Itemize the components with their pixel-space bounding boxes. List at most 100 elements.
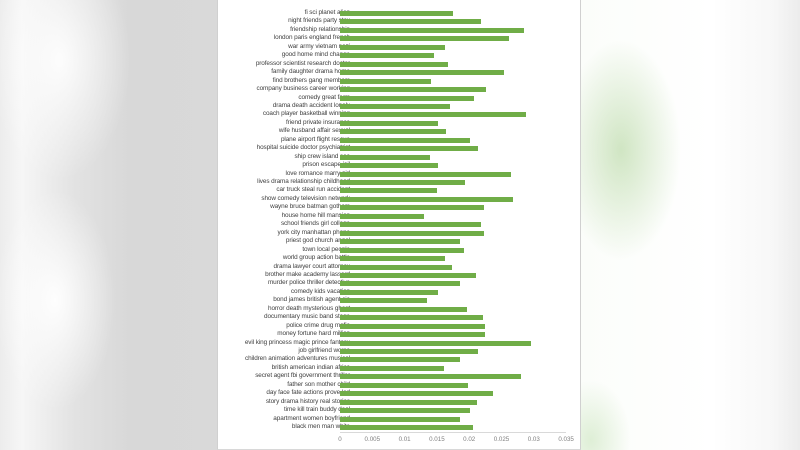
category-label: friendship relationship <box>290 25 350 33</box>
category-label: family daughter drama home <box>271 68 350 76</box>
x-tick-label: 0.01 <box>398 436 411 443</box>
category-label: time kill train buddy deal <box>284 406 350 414</box>
category-label: story drama history real stories <box>265 397 350 405</box>
bar-row: children animation adventures musical <box>218 355 582 363</box>
bar <box>340 272 477 278</box>
bar-row: fi sci planet alien <box>218 9 582 17</box>
bar-row: black men man white <box>218 423 582 431</box>
bar-row: good home mind change <box>218 51 582 59</box>
bar-row: war army vietnam nazi <box>218 43 582 51</box>
bar-row: friendship relationship <box>218 26 582 34</box>
bar <box>340 70 505 76</box>
category-label: comedy great farm <box>298 93 350 101</box>
bar-row: hospital suicide doctor psychiatrist <box>218 144 582 152</box>
category-label: find brothers gang members <box>272 76 350 84</box>
bar-row: horror death mysterious ghost <box>218 305 582 313</box>
bar <box>340 374 521 380</box>
category-label: black men man white <box>291 423 350 431</box>
x-axis-line <box>340 432 566 433</box>
bar <box>340 196 514 202</box>
category-label: wayne bruce batman gotham <box>270 203 350 211</box>
bar-row: car truck steal run accident <box>218 186 582 194</box>
bar <box>340 306 468 312</box>
bar-row: house home hill mansion <box>218 212 582 220</box>
bar <box>340 416 461 422</box>
bar-row: wayne bruce batman gotham <box>218 203 582 211</box>
category-label: priest god church angel <box>285 237 350 245</box>
category-label: ship crew island sea <box>294 152 350 160</box>
bar <box>340 247 465 253</box>
bar <box>340 213 424 219</box>
bar <box>340 340 532 346</box>
bar <box>340 171 512 177</box>
bar-row: money fortune hard million <box>218 330 582 338</box>
category-label: drama death accident lonely <box>272 101 350 109</box>
bar-row: friend private insurance <box>218 119 582 127</box>
bar <box>340 103 450 109</box>
category-label: horror death mysterious ghost <box>268 304 350 312</box>
bar <box>340 129 446 135</box>
bar-row: coach player basketball winning <box>218 110 582 118</box>
bar-row: show comedy television network <box>218 195 582 203</box>
bar <box>340 256 446 262</box>
bar <box>340 163 439 169</box>
bar-row: apartment women boyfriend <box>218 415 582 423</box>
category-label: murder police thriller detective <box>267 279 350 287</box>
bar <box>340 137 470 143</box>
category-label: town local people <box>302 245 350 253</box>
bar-row: company business career working <box>218 85 582 93</box>
bar-row: comedy great farm <box>218 94 582 102</box>
category-label: house home hill mansion <box>281 211 351 219</box>
bar-row: drama death accident lonely <box>218 102 582 110</box>
background-right <box>581 0 800 450</box>
bar-row: find brothers gang members <box>218 77 582 85</box>
category-label: documentary music band stage <box>263 313 350 321</box>
x-tick-label: 0.02 <box>463 436 476 443</box>
bar <box>340 391 494 397</box>
category-label: police crime drug mafia <box>286 321 350 329</box>
bar <box>340 408 470 414</box>
bar-row: murder police thriller detective <box>218 279 582 287</box>
bar-row: london paris england french <box>218 34 582 42</box>
category-label: day face fate actions prove led <box>266 389 350 397</box>
category-label: drama lawyer court attorney <box>273 262 350 270</box>
category-label: company business career working <box>256 85 350 93</box>
bar-row: job girlfriend worse <box>218 347 582 355</box>
bar-row: family daughter drama home <box>218 68 582 76</box>
bar <box>340 298 428 304</box>
bar <box>340 264 452 270</box>
bar <box>340 349 479 354</box>
bar-row: school friends girl college <box>218 220 582 228</box>
category-label: comedy kids vacation <box>290 287 350 295</box>
bar-row: father son mother child <box>218 381 582 389</box>
x-tick-label: 0.025 <box>493 436 510 443</box>
category-label: bond james british agent cia <box>273 296 350 304</box>
bar-row: prison escape jail <box>218 161 582 169</box>
bar-row: secret agent fbi government thriller <box>218 372 582 380</box>
bar-row: documentary music band stage <box>218 313 582 321</box>
bar <box>340 188 437 194</box>
bar <box>340 87 486 93</box>
category-label: world group action battle <box>282 254 350 262</box>
bar-row: drama lawyer court attorney <box>218 263 582 271</box>
bar-row: wife husband affair sexual <box>218 127 582 135</box>
category-label: friend private insurance <box>285 118 350 126</box>
background-left <box>0 0 217 450</box>
bar-row: love romance marry girl <box>218 170 582 178</box>
category-label: prison escape jail <box>302 161 350 169</box>
bar-row: night friends party stay <box>218 17 582 25</box>
category-label: love romance marry girl <box>285 169 351 177</box>
bar <box>340 382 468 388</box>
bar-row: plane airport flight rescue <box>218 136 582 144</box>
bar <box>340 53 435 59</box>
category-label: apartment women boyfriend <box>273 414 350 422</box>
category-label: evil king princess magic prince fantasy <box>244 338 350 346</box>
bar-row: evil king princess magic prince fantasy <box>218 339 582 347</box>
bar <box>340 19 481 25</box>
category-label: wife husband affair sexual <box>278 127 350 135</box>
bar <box>340 357 461 363</box>
category-label: father son mother child <box>287 380 350 388</box>
bar-row: world group action battle <box>218 254 582 262</box>
bar <box>340 222 481 228</box>
bar-row: priest god church angel <box>218 237 582 245</box>
